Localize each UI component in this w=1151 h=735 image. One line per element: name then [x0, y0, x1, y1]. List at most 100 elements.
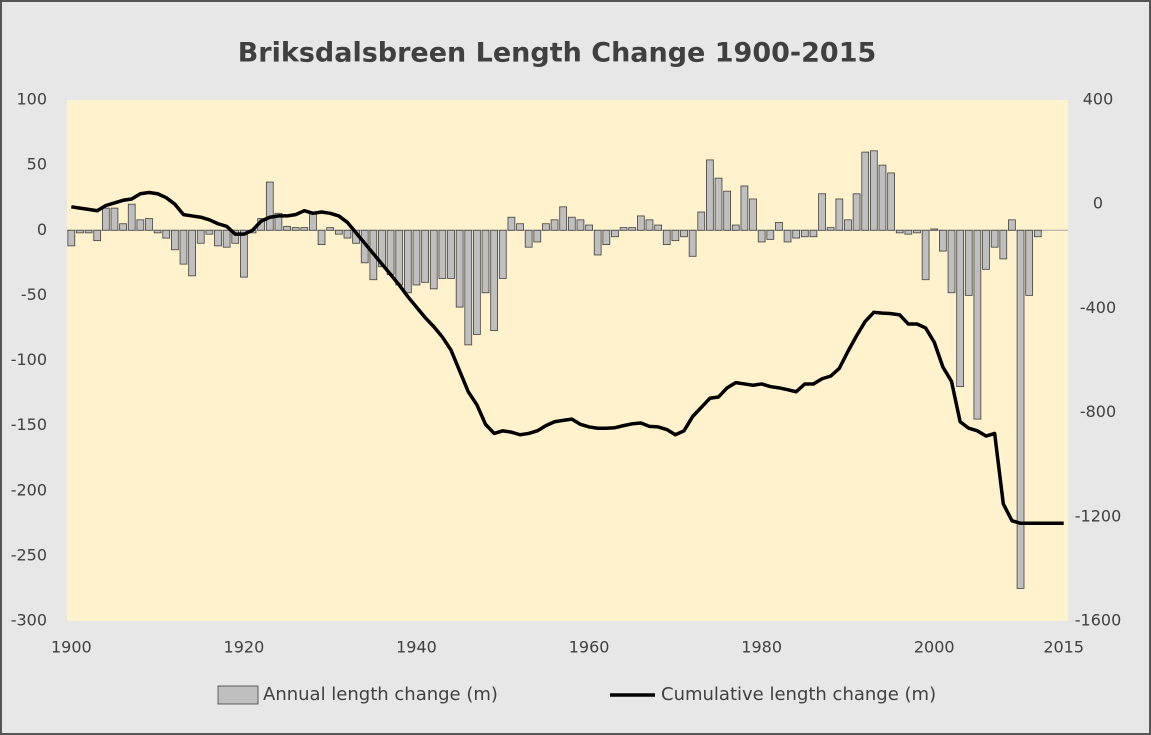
- bar: [136, 219, 145, 231]
- bar: [533, 229, 542, 243]
- bar: [852, 193, 861, 231]
- bar: [67, 229, 76, 247]
- bar: [930, 228, 939, 231]
- bar: [317, 229, 326, 245]
- y-tick-label: -250: [11, 545, 47, 564]
- bar: [826, 227, 835, 231]
- bar: [680, 229, 688, 238]
- y-tick-label: 50: [27, 155, 47, 174]
- bar: [1025, 229, 1034, 296]
- bar: [654, 224, 662, 231]
- bar: [153, 229, 162, 234]
- bar: [913, 229, 921, 234]
- bar: [939, 229, 947, 252]
- bar: [205, 229, 214, 235]
- x-tick-label: 1960: [569, 638, 610, 657]
- bar: [490, 229, 499, 331]
- bar: [274, 212, 283, 231]
- bar: [291, 227, 300, 231]
- bar: [835, 198, 844, 231]
- bar: [438, 229, 447, 279]
- bar: [576, 219, 585, 231]
- bar: [611, 229, 619, 238]
- bar: [947, 229, 956, 294]
- y-tick-label: -150: [11, 415, 47, 434]
- bar: [731, 224, 740, 231]
- bar: [179, 229, 188, 265]
- bar: [800, 229, 809, 238]
- x-tick-label: 1900: [51, 638, 92, 657]
- plot-area: [67, 100, 1068, 621]
- bar: [507, 216, 516, 231]
- bar: [688, 229, 697, 257]
- bar: [265, 181, 274, 231]
- bar: [395, 229, 404, 286]
- bar: [119, 223, 127, 231]
- chart-title: Briksdalsbreen Length Change 1900-2015: [238, 38, 877, 69]
- bar: [706, 159, 714, 231]
- bar: [602, 229, 611, 245]
- bar: [990, 229, 999, 248]
- y-tick-label: -50: [21, 285, 47, 304]
- bar: [1033, 229, 1042, 238]
- bar: [861, 151, 870, 231]
- bar: [662, 229, 671, 245]
- x-tick-label: 2015: [1043, 638, 1084, 657]
- bar: [956, 229, 964, 387]
- bar: [766, 229, 775, 240]
- bar: [524, 229, 533, 248]
- bar: [619, 227, 628, 231]
- bar: [567, 216, 576, 231]
- bar: [283, 225, 291, 231]
- y-tick-label: -200: [11, 480, 47, 499]
- y-tick-label: -100: [11, 350, 47, 369]
- bar: [386, 229, 395, 275]
- y2-tick-label: -400: [1080, 298, 1116, 317]
- y2-tick-label: 0: [1093, 194, 1103, 213]
- bar: [429, 229, 438, 290]
- legend-label: Annual length change (m): [263, 684, 498, 705]
- bar: [809, 229, 818, 238]
- bar: [309, 212, 317, 231]
- bar: [473, 229, 481, 335]
- bar: [628, 227, 637, 231]
- bar: [101, 207, 110, 231]
- bar: [542, 223, 550, 231]
- bar: [447, 229, 455, 279]
- y2-tick-label: -800: [1080, 402, 1116, 421]
- bar: [498, 229, 507, 279]
- bar: [775, 222, 783, 231]
- bar: [240, 229, 248, 278]
- x-tick-label: 1920: [224, 638, 265, 657]
- bar: [723, 190, 731, 231]
- bar: [162, 229, 171, 239]
- bar: [343, 229, 352, 239]
- bar: [749, 198, 757, 231]
- y2-tick-label: -1600: [1075, 611, 1122, 630]
- bar: [645, 219, 654, 231]
- bar: [421, 229, 429, 283]
- bar: [481, 229, 490, 294]
- line: [71, 190, 1064, 526]
- bar: [593, 229, 602, 256]
- bar: [464, 229, 473, 346]
- bar: [714, 177, 723, 231]
- bar: [93, 229, 102, 242]
- bar: [326, 227, 335, 231]
- bar: [878, 164, 887, 231]
- y-tick-label: 0: [37, 220, 47, 239]
- bar: [585, 224, 593, 231]
- bar: [412, 229, 421, 286]
- y2-tick-label: -1200: [1075, 506, 1122, 525]
- bar: [127, 203, 136, 231]
- bar: [671, 229, 680, 242]
- y-tick-label: 100: [16, 90, 47, 109]
- bar: [110, 207, 119, 231]
- bar: [887, 172, 895, 231]
- x-tick-label: 1940: [396, 638, 437, 657]
- x-tick-label: 2000: [914, 638, 955, 657]
- bar: [1008, 219, 1016, 231]
- y2-tick-label: 400: [1083, 90, 1114, 109]
- bar: [550, 219, 559, 231]
